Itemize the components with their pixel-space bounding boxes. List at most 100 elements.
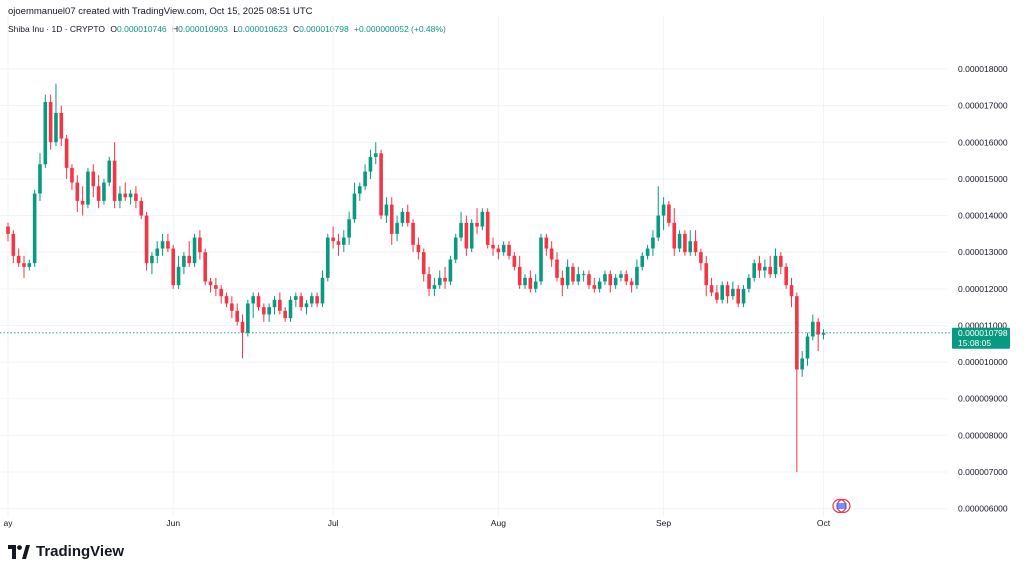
candle-up	[640, 255, 645, 267]
candle-down	[11, 233, 16, 256]
candle-down	[784, 266, 788, 286]
candle-down	[528, 277, 533, 289]
candle-up	[480, 211, 485, 227]
candle-down	[693, 241, 698, 253]
candle-down	[485, 211, 490, 245]
candle-down	[240, 321, 245, 333]
candle-down	[112, 160, 117, 201]
candle-up	[352, 193, 357, 220]
candle-down	[187, 255, 192, 264]
candle-up	[32, 193, 37, 264]
x-tick-label: Aug	[491, 518, 506, 528]
x-tick-label: ay	[4, 518, 14, 528]
candle-up	[43, 101, 48, 165]
candle-up	[251, 296, 255, 304]
candle-down	[379, 153, 383, 216]
candle-up	[747, 277, 751, 289]
candle-down	[144, 215, 149, 264]
change-value: +0.000000052 (+0.48%)	[354, 24, 446, 34]
candlestick-chart[interactable]: 0.000018000 0.000017000 0.000016000 0.00001…	[0, 0, 1024, 540]
candle-up	[102, 182, 106, 201]
x-tick-label: Jul	[328, 518, 339, 528]
candle-up	[539, 237, 543, 282]
y-tick-label: 0.000017000	[958, 101, 1008, 111]
symbol-label[interactable]: Shiba Inu · 1D · CRYPTO	[8, 24, 106, 34]
candle-down	[16, 255, 21, 264]
candle-down	[560, 277, 565, 286]
candle-down	[507, 244, 511, 256]
candle-up	[368, 156, 373, 172]
candle-up	[651, 237, 655, 249]
candle-up	[38, 164, 42, 194]
price-tag-value: 0.000010798	[958, 328, 1008, 338]
candle-down	[667, 204, 671, 223]
candle-down	[571, 266, 575, 282]
close-label: C	[292, 24, 300, 34]
candle-up	[347, 219, 351, 238]
candle-down	[411, 222, 415, 245]
candle-up	[448, 259, 453, 282]
candle-up	[363, 171, 367, 187]
candle-down	[544, 237, 549, 249]
candle-up	[86, 171, 90, 205]
candle-up	[357, 186, 362, 194]
candle-down	[736, 288, 741, 304]
candle-up	[272, 299, 277, 308]
candle-up	[576, 274, 581, 282]
candle-up	[677, 233, 682, 249]
candle-up	[155, 248, 160, 256]
price-tag-countdown: 15:08:05	[958, 338, 991, 348]
close-value: 0.000010798	[299, 24, 349, 34]
candle-up	[469, 222, 474, 249]
chart-credit: ojoemmanuel07 created with TradingView.c…	[8, 6, 313, 17]
low-label: L	[233, 24, 238, 34]
candle-down	[389, 204, 394, 234]
candle-down	[475, 222, 479, 227]
candle-up	[246, 303, 250, 333]
candle-up	[192, 237, 197, 264]
candle-up	[773, 255, 778, 275]
tradingview-brand[interactable]: TradingView	[8, 543, 124, 560]
candle-up	[523, 277, 527, 286]
candle-down	[464, 222, 469, 249]
candle-down	[416, 244, 421, 253]
candle-up	[288, 299, 293, 319]
candle-down	[203, 252, 208, 282]
candle-down	[278, 299, 282, 311]
candle-up	[565, 266, 570, 286]
candle-down	[795, 296, 799, 370]
candle-down	[315, 296, 319, 304]
candle-down	[715, 292, 719, 300]
candle-up	[182, 255, 186, 267]
candle-up	[581, 274, 586, 276]
y-tick-label: 0.000009000	[958, 394, 1008, 404]
candle-up	[731, 288, 735, 297]
candle-up	[811, 321, 815, 337]
candle-up	[128, 193, 133, 198]
candle-down	[283, 310, 287, 319]
candle-up	[150, 255, 154, 264]
candle-down	[208, 281, 213, 286]
candle-down	[198, 237, 202, 253]
candle-down	[219, 288, 223, 297]
ohlc-legend: Shiba Inu · 1D · CRYPTO O0.000010746 H0.…	[8, 24, 446, 34]
candle-up	[400, 211, 405, 223]
candle-up	[432, 285, 437, 289]
candle-down	[96, 186, 101, 201]
candle-up	[310, 296, 314, 304]
candle-up	[118, 193, 122, 201]
candle-down	[779, 255, 783, 267]
candle-up	[54, 112, 58, 143]
candle-down	[235, 310, 239, 322]
brand-name: TradingView	[36, 543, 125, 560]
low-value: 0.000010623	[237, 24, 288, 34]
candle-down	[48, 101, 53, 143]
y-tick-label: 0.000006000	[958, 504, 1008, 514]
candle-up	[320, 277, 325, 304]
candle-down	[683, 233, 687, 253]
candle-down	[262, 307, 266, 315]
candle-down	[816, 321, 820, 335]
high-value: 0.000010903	[178, 24, 228, 34]
candle-down	[757, 263, 762, 271]
candle-up	[688, 241, 693, 253]
